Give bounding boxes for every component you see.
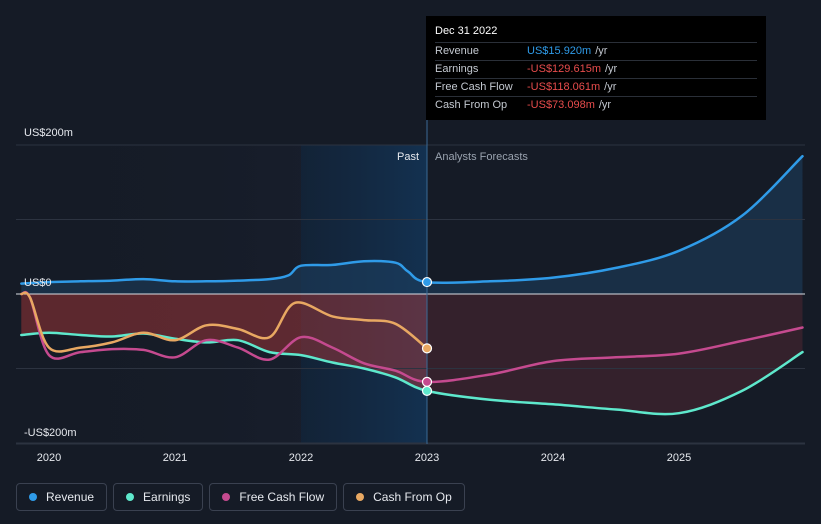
tooltip: Dec 31 2022 Revenue US$15.920m /yr Earni… bbox=[426, 16, 766, 120]
y-tick-label: -US$200m bbox=[24, 427, 77, 439]
legend-dot-icon bbox=[126, 493, 135, 501]
marker-cash-from-op bbox=[421, 343, 433, 354]
tooltip-row-revenue: Revenue US$15.920m /yr bbox=[435, 42, 757, 60]
legend-dot-icon bbox=[29, 493, 37, 501]
legend-item-earnings[interactable]: Earnings bbox=[113, 483, 204, 511]
x-tick-label: 2024 bbox=[541, 452, 565, 464]
marker-revenue bbox=[421, 276, 433, 288]
tooltip-row-earnings: Earnings -US$129.615m /yr bbox=[435, 60, 757, 78]
series-line-cash-from-op bbox=[20, 291, 429, 353]
tooltip-unit: /yr bbox=[598, 99, 612, 111]
revenue-area bbox=[21, 156, 803, 294]
legend-dot-icon bbox=[356, 493, 365, 501]
tooltip-unit: /yr bbox=[595, 45, 608, 57]
legend-item-cash-from-op[interactable]: Cash From Op bbox=[343, 483, 465, 511]
tooltip-date: Dec 31 2022 bbox=[435, 25, 498, 37]
y-tick-label: US$200m bbox=[24, 127, 73, 139]
x-tick-label: 2021 bbox=[163, 452, 187, 464]
tooltip-label: Free Cash Flow bbox=[435, 81, 513, 93]
x-tick-label: 2022 bbox=[289, 452, 313, 464]
past-label: Past bbox=[397, 151, 419, 163]
x-tick-label: 2023 bbox=[415, 452, 439, 464]
legend-label: Earnings bbox=[143, 490, 191, 504]
legend-label: Cash From Op bbox=[373, 490, 452, 504]
marker-free-cash-flow bbox=[421, 376, 433, 388]
tooltip-value: -US$73.098m bbox=[527, 99, 595, 111]
legend: Revenue Earnings Free Cash Flow Cash Fro… bbox=[16, 483, 465, 511]
tooltip-value: US$15.920m bbox=[527, 45, 592, 57]
tooltip-value: -US$118.061m bbox=[527, 81, 601, 93]
loss-area-past bbox=[21, 294, 427, 391]
legend-label: Free Cash Flow bbox=[239, 490, 325, 504]
forecast-label: Analysts Forecasts bbox=[435, 151, 528, 163]
tooltip-unit: /yr bbox=[605, 63, 618, 75]
marker-earnings bbox=[421, 385, 433, 396]
x-tick-label: 2020 bbox=[37, 452, 61, 464]
legend-item-revenue[interactable]: Revenue bbox=[16, 483, 108, 511]
series-line-revenue bbox=[20, 154, 804, 285]
series-line-free-cash-flow bbox=[20, 290, 804, 384]
tooltip-label: Cash From Op bbox=[435, 99, 508, 111]
tooltip-row-cash-from-op: Cash From Op -US$73.098m /yr bbox=[435, 96, 757, 114]
tooltip-label: Revenue bbox=[435, 45, 480, 57]
tooltip-label: Earnings bbox=[435, 63, 479, 75]
y-tick-label: US$0 bbox=[24, 277, 52, 289]
tooltip-unit: /yr bbox=[604, 81, 617, 93]
legend-label: Revenue bbox=[46, 490, 95, 504]
series-line-earnings bbox=[20, 331, 804, 416]
tooltip-row-free-cash-flow: Free Cash Flow -US$118.061m /yr bbox=[435, 78, 757, 96]
x-tick-label: 2025 bbox=[667, 452, 691, 464]
legend-item-free-cash-flow[interactable]: Free Cash Flow bbox=[209, 483, 338, 511]
loss-area-forecast bbox=[427, 294, 803, 415]
tooltip-value: -US$129.615m bbox=[527, 63, 601, 75]
legend-dot-icon bbox=[222, 493, 231, 501]
